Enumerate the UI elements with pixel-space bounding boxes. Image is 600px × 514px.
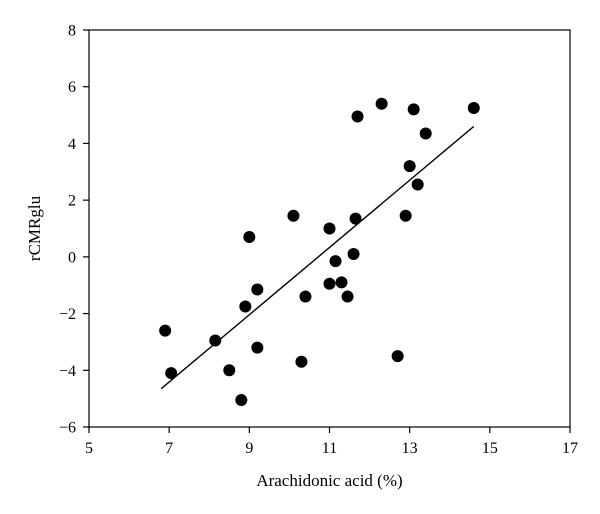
data-points bbox=[159, 97, 480, 407]
x-axis-ticks: 5 7 9 11 13 15 17 bbox=[85, 427, 578, 457]
y-axis-ticks: −6 −4 −2 0 2 4 6 8 bbox=[59, 23, 89, 437]
data-point bbox=[351, 110, 364, 123]
data-point bbox=[209, 334, 222, 347]
x-tick-label: 15 bbox=[482, 440, 498, 457]
data-point bbox=[391, 350, 404, 363]
y-tick-label: 2 bbox=[68, 193, 76, 210]
data-point bbox=[403, 160, 416, 173]
data-point bbox=[407, 103, 420, 116]
data-point bbox=[223, 364, 236, 377]
x-axis-title: Arachidonic acid (%) bbox=[256, 471, 402, 490]
data-point bbox=[235, 394, 248, 407]
data-point bbox=[251, 341, 264, 354]
x-tick-label: 5 bbox=[85, 440, 93, 457]
x-tick-label: 11 bbox=[322, 440, 337, 457]
y-tick-label: 4 bbox=[68, 136, 76, 153]
data-point bbox=[411, 178, 424, 191]
x-tick-label: 7 bbox=[165, 440, 173, 457]
y-tick-label: 6 bbox=[68, 79, 76, 96]
y-tick-label: 0 bbox=[68, 249, 76, 266]
data-point bbox=[335, 276, 348, 289]
x-tick-label: 17 bbox=[562, 440, 578, 457]
y-tick-label: −4 bbox=[59, 363, 76, 380]
y-axis-title: rCMRglu bbox=[25, 195, 44, 261]
data-point bbox=[251, 283, 264, 296]
data-point bbox=[299, 290, 312, 303]
data-point bbox=[295, 355, 308, 368]
data-point bbox=[323, 222, 336, 235]
y-tick-label: −2 bbox=[59, 306, 76, 323]
data-point bbox=[323, 277, 336, 290]
trend-line bbox=[160, 125, 475, 390]
data-point bbox=[399, 209, 412, 222]
data-point bbox=[243, 231, 256, 244]
data-point bbox=[467, 101, 480, 114]
data-point bbox=[349, 212, 362, 225]
data-point bbox=[329, 255, 342, 268]
y-tick-label: −6 bbox=[59, 420, 76, 437]
plot-frame bbox=[88, 29, 571, 428]
data-point bbox=[341, 290, 354, 303]
data-point bbox=[375, 97, 388, 110]
data-point bbox=[287, 209, 300, 222]
data-point bbox=[419, 127, 432, 140]
data-point bbox=[347, 248, 360, 261]
x-tick-label: 13 bbox=[402, 440, 418, 457]
data-point bbox=[165, 367, 178, 380]
x-tick-label: 9 bbox=[245, 440, 253, 457]
data-point bbox=[239, 300, 252, 313]
y-tick-label: 8 bbox=[68, 23, 76, 40]
data-point bbox=[159, 324, 172, 337]
